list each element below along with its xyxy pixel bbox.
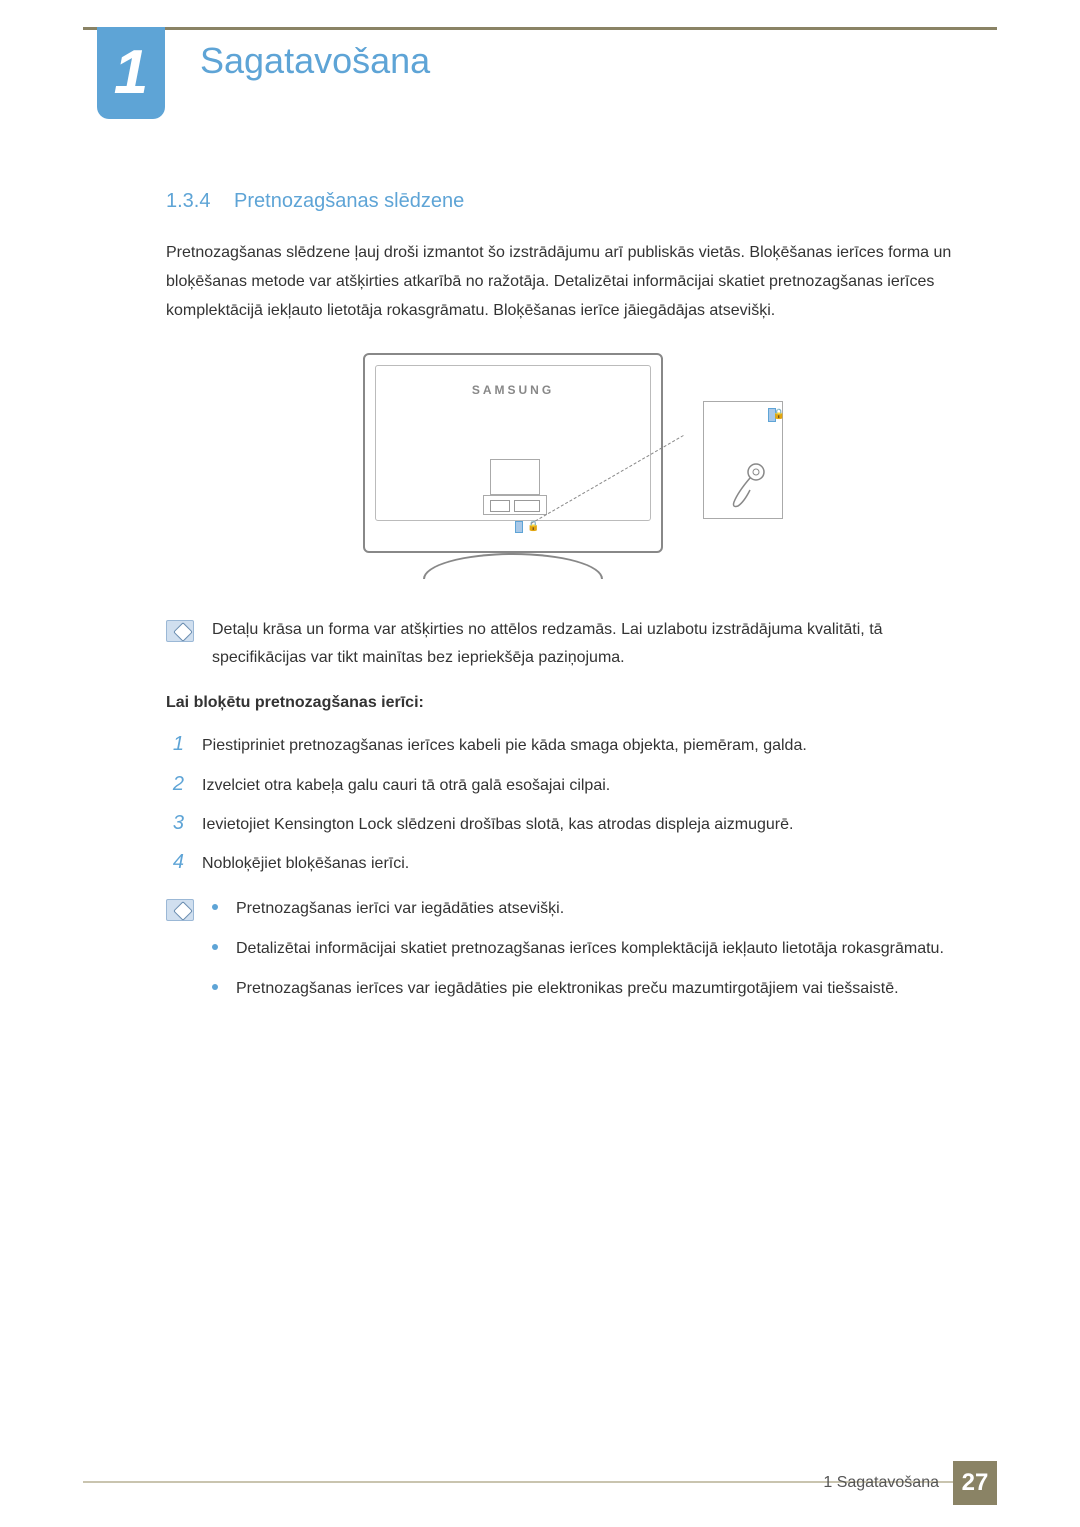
steps-heading: Lai bloķētu pretnozagšanas ierīci:: [166, 694, 980, 712]
bullet-text: Pretnozagšanas ierīci var iegādāties ats…: [236, 895, 564, 923]
lock-slot-icon: [515, 521, 523, 533]
bullet-icon: [212, 904, 218, 910]
step-text: Izvelciet otra kabeļa galu cauri tā otrā…: [202, 772, 610, 799]
page-number: 27: [953, 1461, 997, 1505]
section-title: Pretnozagšanas slēdzene: [234, 190, 464, 212]
chapter-title: Sagatavošana: [200, 40, 430, 82]
brand-label: SAMSUNG: [365, 383, 661, 397]
header-divider: [83, 27, 997, 30]
bullet-text: Pretnozagšanas ierīces var iegādāties pi…: [236, 975, 899, 1003]
bullet-row: Detalizētai informācijai skatiet pretnoz…: [212, 935, 980, 963]
monitor-neck: [490, 459, 540, 495]
step-number: 1: [166, 733, 184, 756]
page-content: 1.3.4 Pretnozagšanas slēdzene Pretnozagš…: [166, 190, 980, 1037]
step-row: 3 Ievietojiet Kensington Lock slēdzeni d…: [166, 811, 980, 838]
step-number: 3: [166, 812, 184, 835]
page-footer: 1 Sagatavošana 27: [823, 1461, 997, 1505]
detail-lock-icon: 🔒: [773, 409, 785, 420]
bullet-row: Pretnozagšanas ierīces var iegādāties pi…: [212, 975, 980, 1003]
step-row: 2 Izvelciet otra kabeļa galu cauri tā ot…: [166, 772, 980, 799]
note-text: Detaļu krāsa un forma var atšķirties no …: [212, 616, 980, 672]
footer-label: 1 Sagatavošana: [823, 1474, 939, 1492]
monitor-ports: [483, 495, 547, 515]
step-text: Ievietojiet Kensington Lock slēdzeni dro…: [202, 811, 793, 838]
step-text: Piestipriniet pretnozagšanas ierīces kab…: [202, 732, 807, 759]
monitor-lock-figure: SAMSUNG 🔒 🔒: [363, 353, 783, 583]
lock-icon: 🔒: [527, 521, 539, 532]
note-icon: [166, 899, 194, 921]
section-number: 1.3.4: [166, 190, 210, 212]
steps-list: 1 Piestipriniet pretnozagšanas ierīces k…: [166, 732, 980, 877]
monitor-stand: [423, 553, 603, 579]
step-row: 1 Piestipriniet pretnozagšanas ierīces k…: [166, 732, 980, 759]
bullet-icon: [212, 944, 218, 950]
step-text: Nobloķējiet bloķēšanas ierīci.: [202, 850, 409, 877]
detail-panel: 🔒: [703, 401, 783, 519]
chapter-number-tab: 1: [97, 27, 165, 119]
bullet-icon: [212, 984, 218, 990]
note-icon: [166, 620, 194, 642]
bullet-row: Pretnozagšanas ierīci var iegādāties ats…: [212, 895, 980, 923]
step-number: 2: [166, 773, 184, 796]
bullet-text: Detalizētai informācijai skatiet pretnoz…: [236, 935, 944, 963]
key-cable-icon: [728, 462, 768, 512]
step-number: 4: [166, 851, 184, 874]
note-block: Pretnozagšanas ierīci var iegādāties ats…: [166, 895, 980, 1015]
figure-container: SAMSUNG 🔒 🔒: [166, 353, 980, 588]
step-row: 4 Nobloķējiet bloķēšanas ierīci.: [166, 850, 980, 877]
section-heading: 1.3.4 Pretnozagšanas slēdzene: [166, 190, 980, 213]
section-paragraph: Pretnozagšanas slēdzene ļauj droši izman…: [166, 239, 980, 325]
note-bullet-list: Pretnozagšanas ierīci var iegādāties ats…: [212, 895, 980, 1015]
note-block: Detaļu krāsa un forma var atšķirties no …: [166, 616, 980, 672]
monitor-outline: SAMSUNG 🔒: [363, 353, 663, 553]
